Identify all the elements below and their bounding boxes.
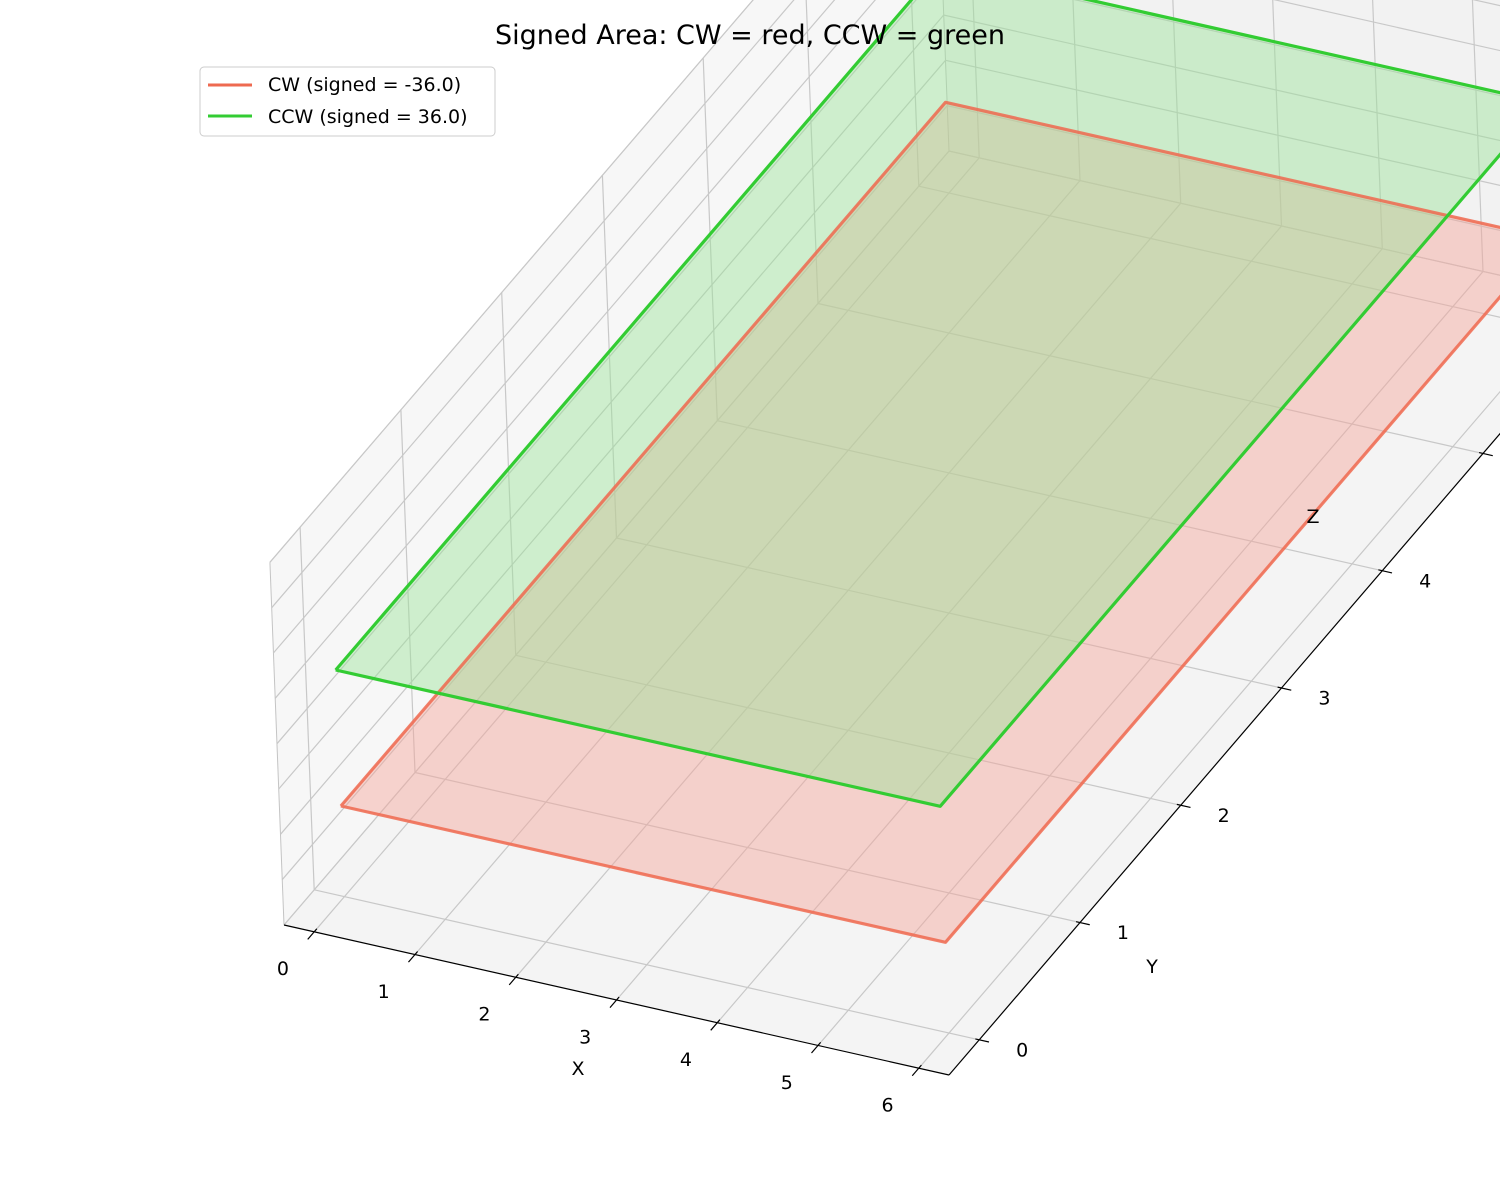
legend-entry-cw: CW (signed = -36.0) [268, 74, 461, 96]
legend: CW (signed = -36.0) CCW (signed = 36.0) [199, 66, 496, 137]
grid-line-z [274, 0, 1500, 699]
x-tick [307, 928, 318, 940]
tick-marks [307, 451, 1493, 1077]
pane-back [943, 0, 1500, 276]
pane-floor [284, 151, 1500, 1075]
x-tick-label: 3 [579, 1026, 591, 1048]
pane-edge [942, 0, 950, 152]
grid-line-z [276, 0, 1500, 745]
y-tick [1075, 921, 1090, 926]
grid-line-z [283, 150, 1500, 926]
y-tick-label: 0 [1016, 1039, 1028, 1061]
series-lines [334, 0, 1500, 944]
grid-line-x [918, 390, 1500, 1069]
grid-line-z [280, 59, 1500, 835]
x-tick-label: 0 [277, 958, 289, 980]
x-tick [710, 1019, 721, 1031]
y-tick [1176, 803, 1191, 809]
y-tick [975, 1038, 990, 1043]
grid-line-z [278, 14, 1500, 790]
y-tick-label: 4 [1419, 570, 1431, 592]
y-tick-label: 2 [1218, 805, 1230, 827]
grid-line-z [272, 0, 1500, 654]
grid-line-z [281, 105, 1500, 881]
y-axis-label: Y [1145, 956, 1158, 978]
y-tick [1478, 451, 1493, 457]
x-tick [911, 1064, 922, 1077]
grid-lines [269, 0, 1500, 1069]
z-axis-label: Z [1306, 506, 1319, 528]
x-tick-label: 4 [680, 1049, 692, 1071]
series-line-1 [334, 0, 1500, 808]
legend-frame [199, 66, 496, 137]
x-tick [811, 1042, 822, 1054]
y-tick [1378, 569, 1393, 574]
x-tick-label: 5 [781, 1072, 793, 1094]
grid-line-z [271, 0, 795, 609]
tick-labels: 01234560123456012345678 [277, 570, 1431, 1117]
legend-entry-ccw: CCW (signed = 36.0) [268, 106, 468, 128]
y-tick [1277, 686, 1292, 691]
x-tick-label: 1 [378, 981, 390, 1003]
x-axis-label: X [571, 1058, 584, 1080]
x-tick [408, 951, 419, 963]
y-tick-label: 1 [1117, 922, 1129, 944]
series-line-0 [339, 100, 1500, 944]
x-tick [609, 996, 620, 1008]
x-tick [508, 973, 519, 986]
y-tick-label: 3 [1318, 688, 1330, 710]
x-tick-label: 2 [478, 1004, 490, 1026]
chart-title: Signed Area: CW = red, CCW = green [495, 20, 1005, 51]
x-tick-label: 6 [881, 1095, 893, 1117]
grid-line-z [269, 0, 754, 563]
